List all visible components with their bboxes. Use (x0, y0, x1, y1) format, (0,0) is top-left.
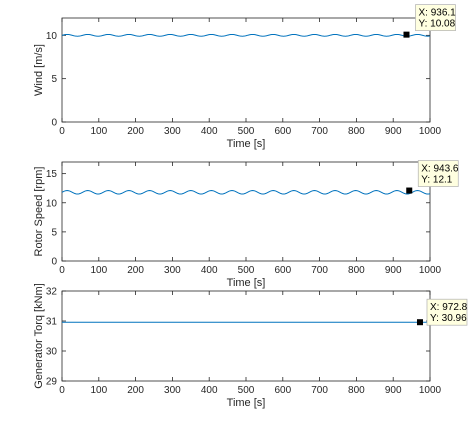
y-tick-label: 10 (46, 31, 58, 42)
x-tick-label: 900 (385, 126, 402, 137)
x-tick-label: 0 (59, 126, 65, 137)
y-tick-label: 32 (46, 287, 58, 298)
x-tick-label: 300 (164, 126, 181, 137)
y-tick-label: 15 (46, 169, 58, 180)
datatip-marker (403, 31, 410, 38)
x-tick-label: 400 (201, 265, 218, 276)
chart-panel-3: 0 100 200 300 400 500 600 700 800 900 1000 29 30 31 32… (33, 283, 468, 409)
y-tick-label: 5 (51, 227, 57, 238)
datatip-marker (406, 187, 413, 194)
x-tick-label: 400 (201, 385, 218, 396)
datatip-box (415, 4, 456, 31)
datatip-x-text: X: 972.8 (430, 302, 468, 313)
x-tick-label: 1000 (419, 265, 442, 276)
x-tick-label: 200 (127, 385, 144, 396)
x-tick-label: 500 (238, 265, 255, 276)
chart-panel-2: 0 100 200 300 400 500 600 700 800 900 1000 0 5 10 15 Ti… (33, 160, 459, 289)
x-tick-label: 800 (348, 265, 365, 276)
x-tick-label: 400 (201, 126, 218, 137)
x-tick-label: 800 (348, 385, 365, 396)
axes-box (61, 17, 431, 123)
x-tick-label: 300 (164, 265, 181, 276)
x-tick-label: 500 (238, 126, 255, 137)
y-tick-label: 30 (46, 347, 58, 358)
axes-box (61, 290, 431, 382)
y-tick-label: 10 (46, 198, 58, 209)
datatip-y-text: Y: 30.96 (430, 313, 467, 324)
y-tick-label: 0 (51, 118, 57, 129)
x-tick-label: 200 (127, 126, 144, 137)
datatip-marker (416, 319, 423, 326)
x-tick-label: 100 (90, 126, 107, 137)
x-tick-label: 700 (311, 126, 328, 137)
x-axis-label: Time [s] (227, 277, 266, 289)
x-tick-label: 900 (385, 265, 402, 276)
x-tick-label: 1000 (419, 385, 442, 396)
y-tick-label: 31 (46, 317, 58, 328)
datatip-x-text: X: 943.6 (421, 164, 459, 175)
x-tick-label: 900 (385, 385, 402, 396)
x-tick-label: 200 (127, 265, 144, 276)
datatip-y-text: Y: 12.1 (421, 175, 453, 186)
y-axis-label: Wind [m/s] (33, 44, 45, 96)
axes-box (61, 161, 431, 262)
x-tick-label: 100 (90, 265, 107, 276)
x-tick-label: 1000 (419, 126, 442, 137)
datatip-y-text: Y: 10.08 (418, 19, 455, 30)
x-tick-label: 700 (311, 265, 328, 276)
y-axis-label: Rotor Speed [rpm] (33, 167, 45, 257)
series-line (61, 190, 431, 195)
datatip-box (417, 160, 459, 187)
x-axis-label: Time [s] (227, 397, 266, 409)
x-axis-label: Time [s] (227, 138, 266, 150)
x-tick-label: 100 (90, 385, 107, 396)
x-tick-label: 600 (274, 265, 291, 276)
x-tick-label: 700 (311, 385, 328, 396)
x-tick-label: 600 (274, 385, 291, 396)
y-tick-label: 0 (51, 257, 57, 268)
y-tick-label: 5 (51, 74, 57, 85)
x-tick-label: 0 (59, 385, 65, 396)
datatip-x-text: X: 936.1 (418, 8, 456, 19)
y-tick-label: 29 (46, 377, 58, 388)
series-line (61, 33, 431, 37)
x-tick-label: 0 (59, 265, 65, 276)
x-tick-label: 600 (274, 126, 291, 137)
x-tick-label: 500 (238, 385, 255, 396)
chart-panel-1: 0 100 200 300 400 500 600 700 800 900 1000 0 5 10 Time… (33, 4, 456, 150)
x-tick-label: 300 (164, 385, 181, 396)
x-tick-label: 800 (348, 126, 365, 137)
datatip-box (426, 298, 468, 326)
y-axis-label: Generator Torq [kNm] (33, 283, 45, 389)
